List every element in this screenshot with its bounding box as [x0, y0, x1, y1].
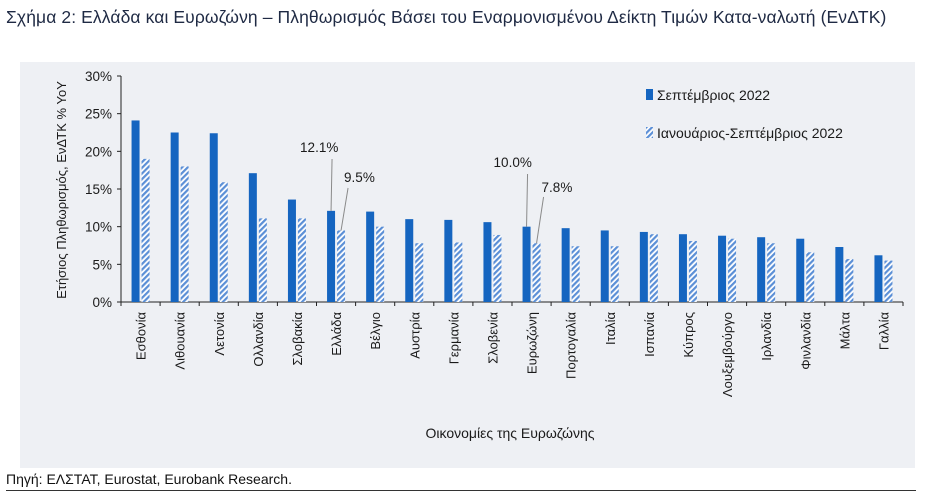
bar-september-2022: [718, 235, 727, 302]
bar-jan-sep-2022: [571, 246, 580, 302]
bar-september-2022: [522, 226, 531, 302]
x-tick-label: Σλοβακία: [290, 312, 305, 366]
annotation-leader: [330, 158, 333, 211]
y-tick-label: 10%: [85, 220, 112, 235]
bar-jan-sep-2022: [376, 226, 385, 302]
x-tick-label: Ολλανδία: [251, 312, 266, 367]
y-tick-label: 25%: [85, 107, 112, 122]
chart-panel: 0% 5% 10% 15% 20% 25% 30% Εσθονία Λιθουανία Λετο…: [20, 62, 915, 468]
bar-jan-sep-2022: [219, 182, 228, 302]
bar-jan-sep-2022: [845, 259, 854, 302]
bar-september-2022: [327, 210, 336, 302]
annotation-label: 12.1%: [300, 140, 338, 155]
bar-jan-sep-2022: [806, 252, 815, 302]
bar-jan-sep-2022: [180, 166, 189, 302]
bar-jan-sep-2022: [337, 230, 346, 302]
bar-jan-sep-2022: [454, 242, 463, 302]
bar-jan-sep-2022: [649, 234, 658, 302]
x-tick-label: Κύπρος: [681, 312, 696, 358]
x-axis: Εσθονία Λιθουανία Λετονία Ολλανδία Σλοβακία Ε…: [120, 301, 904, 397]
y-axis-label: Ετήσιος Πληθωρισμός, ΕνΔΤΚ % ΥοΥ: [54, 81, 69, 299]
bar-jan-sep-2022: [415, 243, 424, 302]
x-tick-label: Μάλτα: [837, 312, 852, 350]
bar-september-2022: [131, 120, 140, 302]
annotation-label: 9.5%: [344, 170, 375, 185]
legend: Σεπτέμβριος 2022 Ιανουάριος-Σεπτέμβριος 2…: [646, 87, 843, 141]
y-tick-label: 30%: [85, 69, 112, 84]
x-tick-label: Βέλγιο: [368, 312, 383, 350]
annotations: 12.1% 9.5% 10.0% 7.8%: [300, 140, 573, 244]
x-tick-label: Ευρωζώνη: [525, 312, 540, 374]
bar-jan-sep-2022: [688, 240, 697, 302]
x-tick-label: Αυστρία: [407, 312, 422, 359]
y-axis: 0% 5% 10% 15% 20% 25% 30%: [85, 69, 122, 310]
figure-title: Σχήμα 2: Ελλάδα και Ευρωζώνη – Πληθωρισμ…: [6, 7, 887, 27]
annotation-leader: [526, 173, 529, 227]
bar-september-2022: [405, 219, 414, 302]
annotation-label: 10.0%: [494, 155, 532, 170]
y-tick-label: 0%: [92, 295, 112, 310]
bar-chart: 0% 5% 10% 15% 20% 25% 30% Εσθονία Λιθουανία Λετο…: [54, 69, 904, 441]
x-tick-label: Λιθουανία: [173, 312, 188, 370]
legend-swatch-jan-sep-2022: [646, 127, 653, 138]
bar-september-2022: [483, 222, 492, 302]
annotation-leader: [340, 187, 349, 231]
legend-label-jan-sep-2022: Ιανουάριος-Σεπτέμβριος 2022: [657, 125, 843, 141]
legend-label-september-2022: Σεπτέμβριος 2022: [657, 87, 770, 103]
bar-september-2022: [170, 132, 179, 302]
bar-september-2022: [757, 237, 766, 302]
y-tick-label: 5%: [92, 257, 112, 272]
bar-jan-sep-2022: [493, 234, 502, 302]
bar-september-2022: [678, 234, 687, 302]
bar-jan-sep-2022: [258, 218, 267, 302]
x-tick-label: Γαλλία: [876, 312, 891, 351]
bar-jan-sep-2022: [767, 243, 776, 302]
legend-swatch-september-2022: [646, 89, 653, 100]
x-tick-label: Ιρλανδία: [759, 312, 774, 361]
x-tick-label: Πορτογαλία: [564, 312, 579, 379]
x-tick-label: Γερμανία: [446, 312, 461, 365]
x-tick-label: Εσθονία: [134, 312, 149, 361]
bar-september-2022: [835, 247, 844, 302]
bar-jan-sep-2022: [728, 238, 737, 302]
bar-september-2022: [796, 238, 805, 302]
x-tick-label: Ιταλία: [603, 312, 618, 345]
annotation-label: 7.8%: [542, 180, 573, 195]
bar-september-2022: [561, 228, 570, 302]
bar-september-2022: [287, 199, 296, 302]
x-tick-label: Λετονία: [212, 312, 227, 356]
x-tick-label: Ισπανία: [642, 312, 657, 357]
bar-september-2022: [874, 255, 883, 302]
source-note: Πηγή: ΕΛΣΤΑΤ, Eurostat, Eurobank Researc…: [6, 470, 916, 491]
y-tick-label: 15%: [85, 182, 112, 197]
bar-jan-sep-2022: [141, 158, 150, 302]
x-tick-label: Φινλανδία: [798, 312, 813, 370]
bar-september-2022: [366, 211, 375, 302]
x-tick-label: Σλοβενία: [485, 312, 500, 364]
bar-september-2022: [248, 173, 257, 302]
bar-jan-sep-2022: [610, 246, 619, 302]
bars: [131, 120, 893, 302]
bar-september-2022: [639, 231, 648, 302]
bar-september-2022: [444, 219, 453, 302]
bar-jan-sep-2022: [297, 218, 306, 302]
bar-jan-sep-2022: [884, 260, 893, 302]
y-tick-label: 20%: [85, 144, 112, 159]
x-axis-label: Οικονομίες της Ευρωζώνης: [426, 425, 595, 441]
annotation-leader: [536, 196, 545, 244]
bar-september-2022: [209, 133, 218, 302]
bar-september-2022: [600, 230, 609, 302]
x-tick-label: Ελλάδα: [329, 312, 344, 356]
bar-jan-sep-2022: [532, 243, 541, 302]
x-tick-label: Λουξεμβούργο: [720, 312, 735, 397]
